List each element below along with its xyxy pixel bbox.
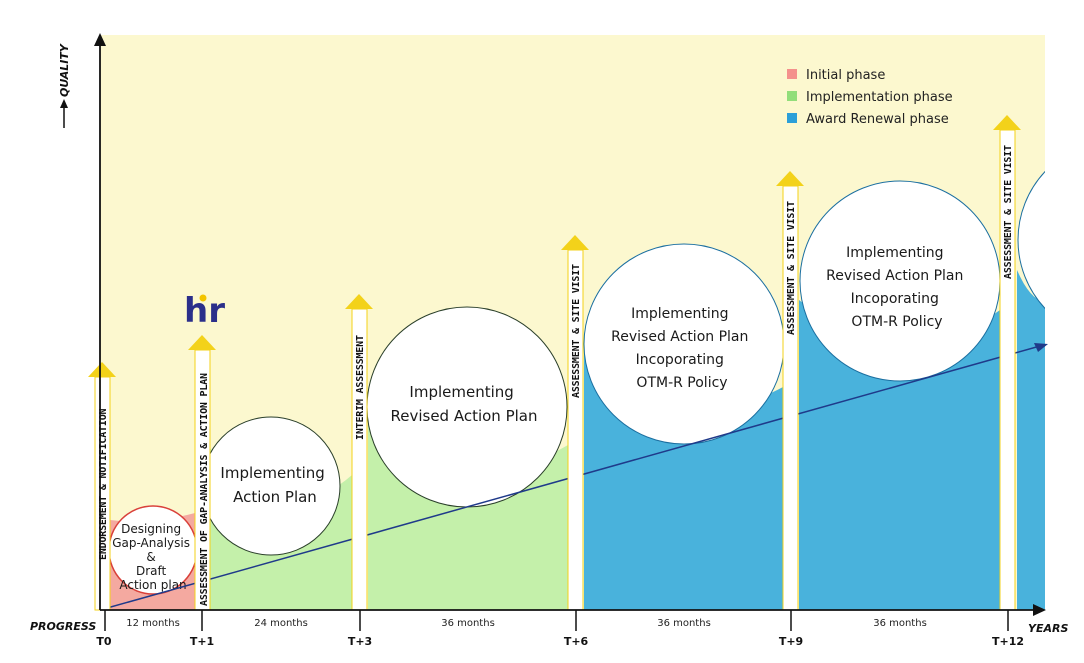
- tick-label-t0: T0: [96, 635, 112, 648]
- circle-4-line-1: Implementing: [631, 306, 728, 322]
- milestone-6: ASSESSMENT & SITE VISIT: [993, 115, 1021, 611]
- circle-4-line-4: OTM-R Policy: [636, 375, 727, 391]
- phase-circle-6-partial: [1017, 170, 1045, 310]
- y-axis-arrowhead: [94, 33, 106, 46]
- circle-2-line-1: Implementing: [220, 464, 324, 482]
- circle-5-line-2: Revised Action Plan: [826, 268, 963, 284]
- milestone-4-label: ASSESSMENT & SITE VISIT: [571, 264, 582, 398]
- x-axis-arrowhead: [1033, 604, 1046, 616]
- circle-3-line-2: Revised Action Plan: [390, 407, 537, 425]
- circle-1-line-5: Action plan: [119, 578, 186, 592]
- tick-label-t12: T+12: [992, 635, 1024, 648]
- milestone-3-label: INTERIM ASSESSMENT: [355, 335, 366, 440]
- milestone-4-arrowhead: [561, 235, 589, 250]
- circle-3-line-1: Implementing: [409, 383, 513, 401]
- milestone-5-label: ASSESSMENT & SITE VISIT: [786, 201, 797, 335]
- milestone-2-label: ASSESSMENT OF GAP-ANALYSIS & ACTION PLAN: [199, 373, 210, 606]
- circle-1-line-2: Gap-Analysis: [112, 536, 190, 550]
- circle-5-text: Implementing Revised Action Plan Incopor…: [826, 245, 968, 330]
- milestone-1-label: ENDORSEMENT & NOTIFICATION: [98, 408, 109, 560]
- milestone-1-arrowhead: [88, 362, 116, 377]
- circle-5-line-1: Implementing: [846, 245, 943, 261]
- tick-label-t6: T+6: [564, 635, 589, 648]
- milestone-5: ASSESSMENT & SITE VISIT: [776, 171, 804, 611]
- legend-swatch-implementation: [787, 91, 797, 101]
- legend-swatch-initial: [787, 69, 797, 79]
- milestone-3-arrowhead: [345, 294, 373, 309]
- y-axis-label: QUALITY: [58, 43, 71, 97]
- duration-label-5: 36 months: [873, 618, 927, 629]
- circle-2-text: Implementing Action Plan: [220, 464, 329, 506]
- circle-4-line-3: Incoporating: [636, 352, 724, 368]
- duration-label-3: 36 months: [441, 618, 495, 629]
- circle-2-line-2: Action Plan: [233, 488, 317, 506]
- legend-label-implementation: Implementation phase: [806, 90, 953, 105]
- legend: Initial phase Implementation phase Award…: [787, 68, 953, 127]
- circle-5-line-3: Incoporating: [851, 291, 939, 307]
- phase-circle-2: [201, 416, 341, 556]
- milestone-6-label: ASSESSMENT & SITE VISIT: [1003, 145, 1014, 279]
- legend-label-initial: Initial phase: [806, 68, 885, 83]
- circle-4-text: Implementing Revised Action Plan Incopor…: [611, 306, 753, 391]
- circle-1-line-1: Designing: [121, 522, 181, 536]
- circle-1-text: Designing Gap-Analysis & Draft Action pl…: [112, 522, 194, 592]
- hr-logo-dot: [199, 294, 207, 302]
- duration-label-4: 36 months: [657, 618, 711, 629]
- milestone-6-arrowhead: [993, 115, 1021, 130]
- circle-4-line-2: Revised Action Plan: [611, 329, 748, 345]
- trend-line-arrowhead: [1034, 343, 1048, 352]
- origin-label: PROGRESS: [30, 620, 96, 633]
- circle-3-text: Implementing Revised Action Plan: [390, 383, 537, 425]
- x-axis-label: YEARS: [1028, 622, 1068, 635]
- tick-label-t1: T+1: [190, 635, 214, 648]
- duration-label-1: 12 months: [126, 618, 180, 629]
- circle-1-line-4: Draft: [136, 564, 167, 578]
- tick-label-t3: T+3: [348, 635, 372, 648]
- y-axis-label-arrowhead: [60, 99, 68, 108]
- renewal-phase-area-2: [799, 300, 1000, 610]
- milestone-2-arrowhead: [188, 335, 216, 350]
- milestone-1: ENDORSEMENT & NOTIFICATION: [88, 362, 116, 611]
- tick-label-t9: T+9: [779, 635, 803, 648]
- milestone-5-arrowhead: [776, 171, 804, 186]
- circle-5-line-4: OTM-R Policy: [851, 314, 942, 330]
- renewal-phase-area-3: [1017, 270, 1045, 610]
- legend-swatch-renewal: [787, 113, 797, 123]
- circle-1-line-3: &: [146, 550, 155, 564]
- milestone-4: ASSESSMENT & SITE VISIT: [561, 235, 589, 611]
- duration-label-2: 24 months: [254, 618, 308, 629]
- legend-label-renewal: Award Renewal phase: [806, 112, 949, 127]
- hr-excellence-logo: hr: [184, 291, 225, 331]
